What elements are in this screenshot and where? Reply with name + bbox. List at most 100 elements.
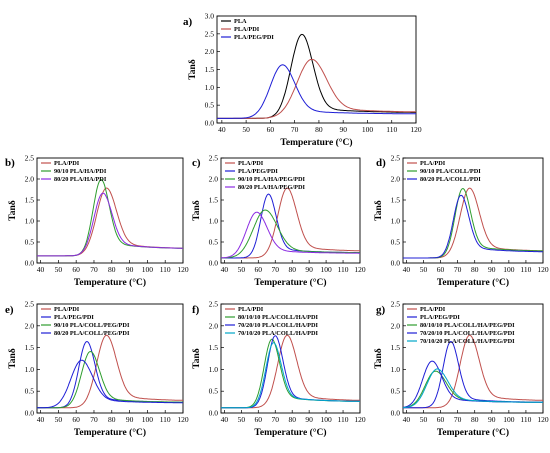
x-tick-label: 100: [320, 415, 332, 424]
plot-frame: [220, 157, 361, 264]
x-tick-label: 60: [255, 415, 263, 424]
y-tick-label: 2.5: [391, 300, 401, 309]
panel-e: e) 40 50 60 70 80 90 100 110 120 0.0 0.5 1.0 1.5 2.0 2.…: [5, 300, 189, 439]
x-tick-label: 70: [291, 125, 299, 134]
y-axis-label: Tanδ: [192, 200, 202, 220]
x-tick-label: 110: [160, 265, 171, 274]
y-tick-label: 2.0: [209, 175, 219, 184]
x-tick-label: 90: [305, 265, 313, 274]
x-tick-label: 70: [454, 265, 462, 274]
legend-label: 80/10/10 PLA/COLL/HA/PDI: [238, 314, 318, 321]
x-axis-label: Temperature (°C): [437, 277, 509, 288]
y-tick-label: 2.0: [391, 175, 401, 184]
y-tick-label: 1.0: [391, 217, 401, 226]
x-tick-label: 120: [354, 415, 366, 424]
plot-frame: [36, 303, 184, 414]
legend-label: PLA/PDI: [420, 306, 446, 313]
legend-label: 70/20/10 PLA/COLL/HA/PEG/PDI: [420, 330, 515, 337]
y-tick-label: 1.0: [209, 365, 219, 374]
x-tick-label: 110: [338, 415, 349, 424]
x-tick-label: 120: [177, 265, 189, 274]
x-tick-label: 40: [403, 415, 411, 424]
y-tick-label: 0.0: [391, 259, 401, 268]
x-tick-label: 90: [488, 265, 496, 274]
series-line: [37, 334, 184, 409]
y-tick-label: 0.5: [25, 387, 35, 396]
panel-label: d): [376, 157, 386, 169]
legend-label: PLA/PEG/PDI: [234, 34, 274, 41]
x-axis-label: Temperature (°C): [254, 277, 326, 288]
x-tick-label: 70: [454, 415, 462, 424]
x-axis-label: Temperature (°C): [254, 427, 326, 438]
series-line: [220, 211, 360, 259]
y-tick-label: 2.0: [391, 321, 401, 330]
y-tick-label: 0.5: [209, 387, 219, 396]
y-tick-label: 0.0: [25, 409, 35, 418]
y-axis-label: Tanδ: [8, 348, 18, 368]
y-tick-label: 2.0: [205, 47, 215, 56]
x-axis-label: Temperature (°C): [280, 137, 352, 148]
y-tick-label: 1.5: [25, 343, 35, 352]
series-line: [37, 340, 183, 409]
y-tick-label: 0.5: [209, 238, 219, 247]
legend-label: PLA: [234, 18, 247, 25]
legend-label: 80/10/10 PLA/COLL/HA/PEG/PDI: [420, 322, 515, 329]
x-tick-label: 110: [520, 415, 531, 424]
x-tick-label: 70: [90, 415, 98, 424]
x-tick-label: 50: [242, 125, 250, 134]
x-tick-label: 110: [386, 125, 397, 134]
x-tick-label: 60: [72, 415, 80, 424]
plot-frame: [220, 303, 361, 414]
series-line: [217, 64, 416, 119]
legend-label: 90/10 PLA/HA/PEG/PDI: [238, 176, 306, 183]
y-tick-label: 1.5: [205, 65, 215, 74]
x-tick-label: 100: [503, 415, 515, 424]
series-line: [403, 194, 543, 259]
x-tick-label: 120: [537, 265, 549, 274]
y-tick-label: 2.5: [25, 300, 35, 309]
x-tick-label: 50: [238, 265, 246, 274]
x-tick-label: 40: [221, 265, 229, 274]
panel-d: d) 40 50 60 70 80 90 100 110 120 0.0 0.5 1.0 1.5 2.0 2.…: [374, 154, 549, 289]
y-tick-label: 2.0: [25, 321, 35, 330]
x-tick-label: 40: [37, 265, 45, 274]
y-axis-label: Tanδ: [374, 200, 384, 220]
series-line: [403, 334, 544, 409]
y-tick-label: 1.5: [209, 343, 219, 352]
series-line: [217, 58, 417, 119]
legend-label: PLA/PDI: [234, 26, 260, 33]
x-axis-label: Temperature (°C): [74, 427, 146, 438]
series-line: [37, 187, 183, 257]
legend-label: PLA/PEG/PDI: [238, 168, 278, 175]
y-tick-label: 2.5: [25, 154, 35, 163]
series-line: [403, 368, 543, 409]
legend-label: PLA/PEG/PDI: [420, 314, 460, 321]
y-tick-label: 0.5: [391, 387, 401, 396]
x-tick-label: 50: [420, 415, 428, 424]
x-tick-label: 80: [315, 125, 323, 134]
legend-label: PLA/PDI: [54, 306, 80, 313]
series-line: [221, 187, 360, 259]
y-tick-label: 0.0: [391, 409, 401, 418]
x-tick-label: 70: [271, 265, 279, 274]
series-line: [221, 342, 360, 409]
series-line: [221, 209, 360, 259]
panel-label: c): [192, 157, 201, 169]
y-tick-label: 2.5: [391, 154, 401, 163]
legend-label: 90/10 PLA/COLL/PDI: [420, 168, 481, 175]
y-axis-label: Tanδ: [192, 348, 202, 368]
x-tick-label: 90: [488, 415, 496, 424]
x-tick-label: 50: [420, 265, 428, 274]
x-tick-label: 90: [305, 415, 313, 424]
x-tick-label: 40: [221, 415, 229, 424]
y-tick-label: 1.5: [391, 196, 401, 205]
y-tick-label: 2.0: [209, 321, 219, 330]
series-line: [37, 350, 184, 409]
x-tick-label: 80: [108, 265, 116, 274]
y-tick-label: 0.5: [391, 238, 401, 247]
y-axis-label: Tanδ: [8, 200, 18, 220]
x-tick-label: 90: [126, 265, 134, 274]
legend-label: 70/10/20 PLA/COLL/HA/PDI: [238, 330, 318, 337]
x-axis-label: Temperature (°C): [437, 427, 509, 438]
